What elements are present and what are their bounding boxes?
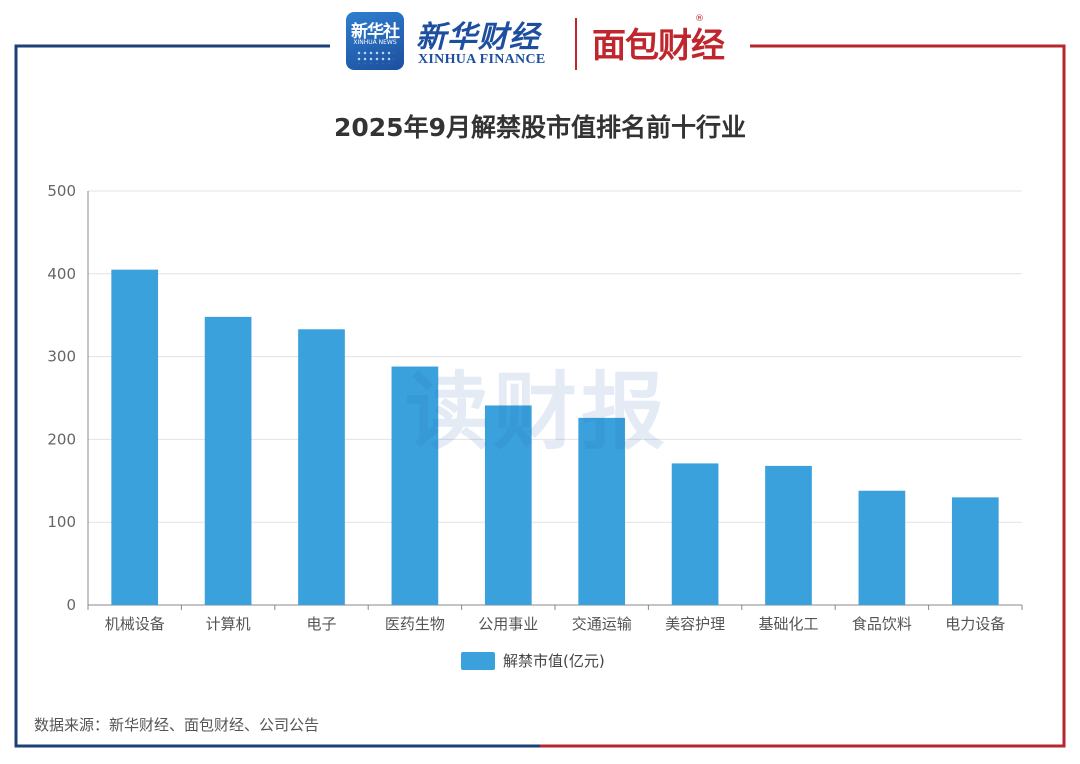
x-tick-label: 医药生物 [385, 615, 445, 633]
source-note: 数据来源：新华财经、面包财经、公司公告 [34, 716, 320, 734]
bar [578, 417, 626, 605]
bar [204, 316, 252, 605]
bar [858, 490, 906, 605]
xinhua-finance-cn: 新华财经 [416, 20, 540, 55]
frame-left [14, 44, 540, 748]
watermark: 读财报 [405, 363, 670, 461]
bar [484, 405, 532, 605]
header-logos: 新华社 XINHUA NEWS 新华财经 XINHUA FINANCE 面包财经… [330, 6, 750, 74]
x-tick-label: 交通运输 [572, 615, 632, 633]
x-tick-label: 基础化工 [758, 615, 818, 633]
bar [951, 497, 999, 605]
x-tick-label: 食品饮料 [852, 615, 912, 633]
x-tick-label: 美容护理 [665, 615, 725, 633]
legend-label: 解禁市值(亿元) [503, 652, 605, 670]
x-tick-label: 计算机 [206, 615, 251, 633]
y-tick-label: 400 [47, 265, 76, 283]
bar [298, 329, 345, 605]
bar [765, 465, 812, 605]
xinhua-box-sub: XINHUA NEWS [353, 39, 397, 46]
mianbao-finance-logo: 面包财经 [592, 26, 725, 66]
frame-right [540, 44, 1066, 748]
x-tick-label: 电力设备 [945, 615, 1005, 633]
x-tick-label: 机械设备 [105, 615, 165, 633]
registered-mark: ® [695, 14, 704, 24]
legend-swatch [461, 652, 495, 670]
chart-title: 2025年9月解禁股市值排名前十行业 [334, 113, 746, 142]
bar [391, 366, 439, 605]
xinhua-news-logo: 新华社 XINHUA NEWS [346, 12, 404, 70]
xinhua-finance-en: XINHUA FINANCE [418, 52, 546, 67]
logo-divider [575, 18, 577, 70]
y-tick-label: 100 [47, 513, 76, 531]
x-tick-label: 电子 [306, 615, 336, 633]
bar [111, 269, 159, 605]
xinhua-box-label: 新华社 [351, 22, 400, 42]
y-tick-label: 200 [47, 430, 76, 448]
y-tick-label: 0 [66, 596, 76, 614]
y-tick-label: 500 [47, 182, 76, 200]
bar [671, 463, 719, 605]
y-tick-label: 300 [47, 348, 76, 366]
xinhua-globe-icon [356, 50, 394, 64]
x-tick-label: 公用事业 [478, 615, 538, 633]
